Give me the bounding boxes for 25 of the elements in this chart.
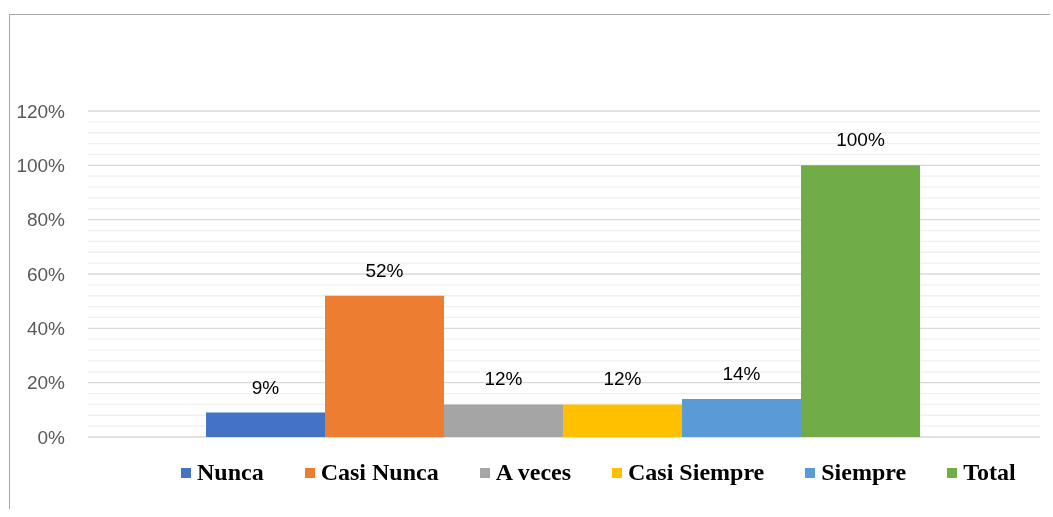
data-label: 52% bbox=[365, 259, 404, 281]
bar bbox=[563, 404, 682, 437]
bar bbox=[682, 398, 801, 437]
y-tick-label: 80% bbox=[26, 209, 66, 231]
data-label: 12% bbox=[484, 368, 523, 390]
legend-label: Nunca bbox=[197, 459, 264, 486]
bar bbox=[801, 165, 920, 437]
legend-label: Casi Siempre bbox=[628, 459, 765, 486]
legend-label: Casi Nunca bbox=[320, 459, 439, 486]
y-tick-label: 60% bbox=[26, 263, 66, 285]
legend-label: Total bbox=[963, 459, 1016, 486]
y-tick-label: 20% bbox=[26, 372, 66, 394]
data-label: 9% bbox=[251, 376, 280, 398]
data-label: 14% bbox=[722, 362, 761, 384]
data-label: 12% bbox=[603, 368, 642, 390]
bar bbox=[206, 412, 325, 437]
bar bbox=[444, 404, 563, 437]
data-label: 100% bbox=[836, 129, 885, 151]
legend-label: Siempre bbox=[821, 459, 907, 486]
bar bbox=[325, 295, 444, 437]
y-tick-label: 0% bbox=[37, 426, 66, 448]
y-tick-label: 120% bbox=[16, 100, 66, 122]
legend-label: A veces bbox=[495, 459, 572, 486]
y-tick-label: 100% bbox=[16, 155, 66, 177]
y-tick-label: 40% bbox=[26, 318, 66, 340]
